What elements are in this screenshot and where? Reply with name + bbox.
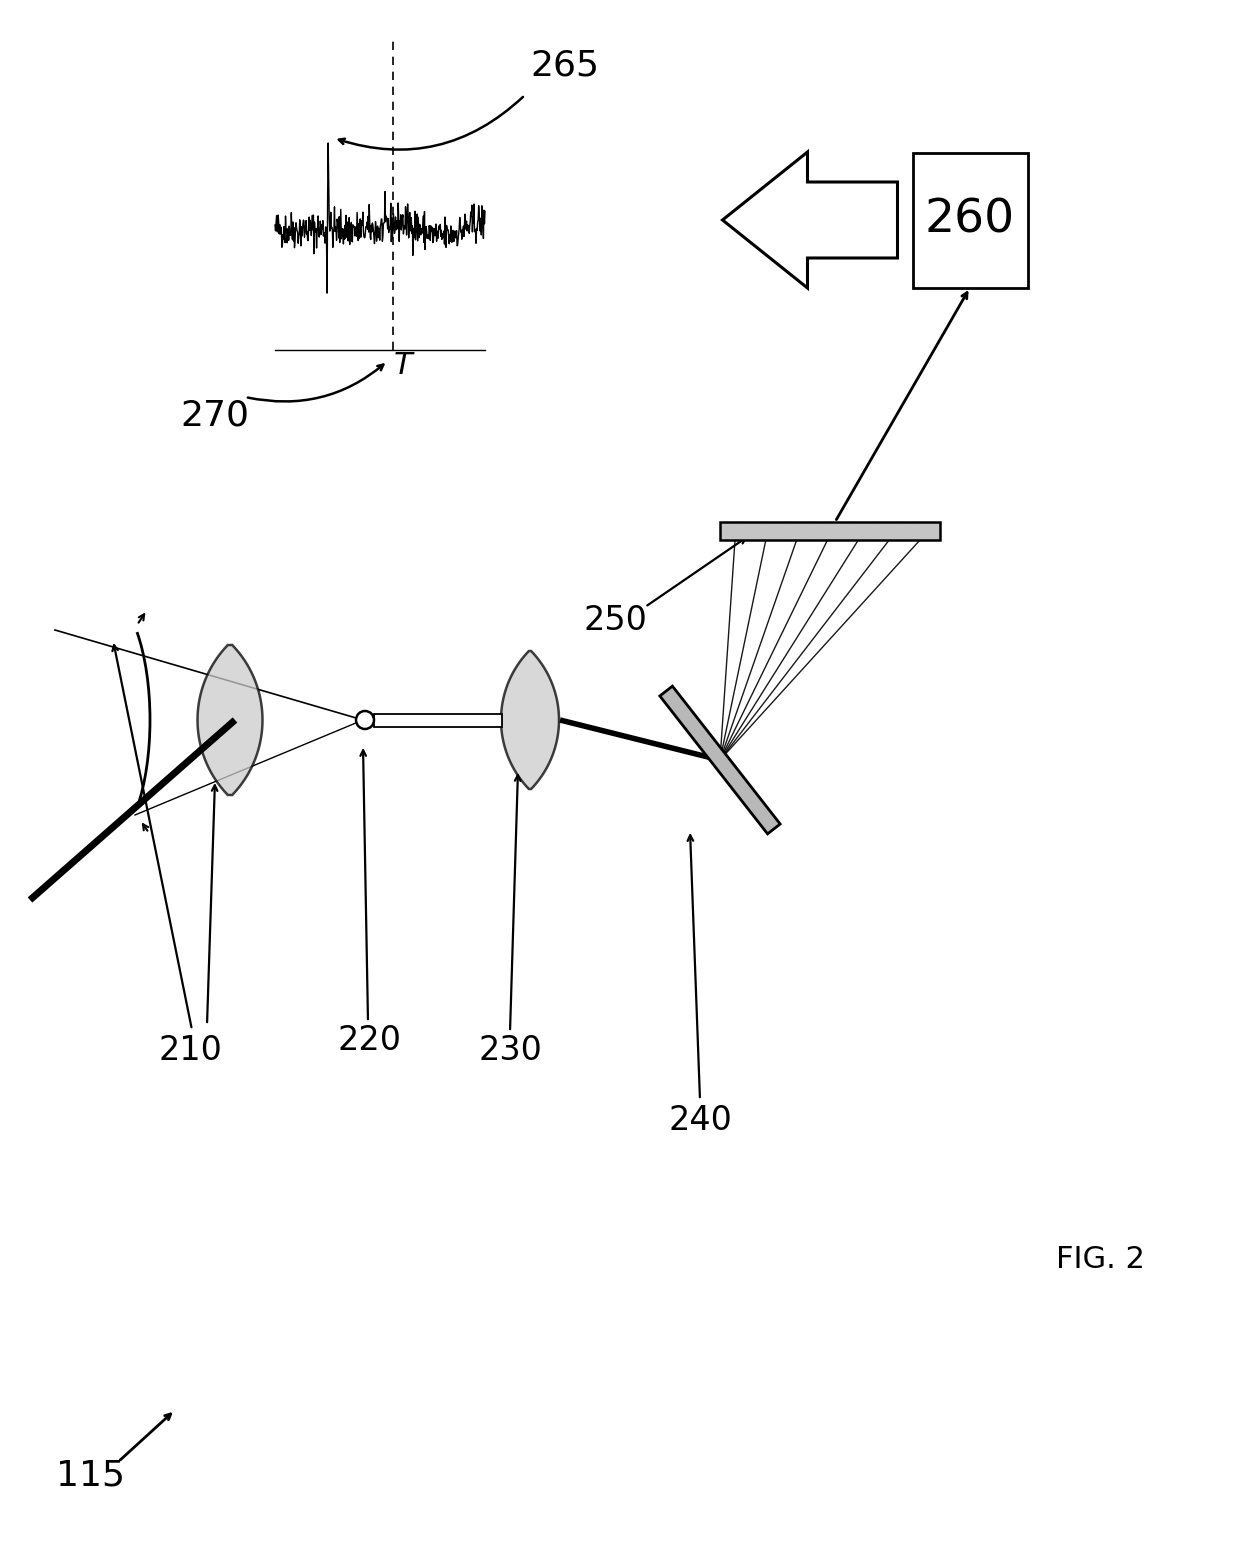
Polygon shape xyxy=(501,651,559,789)
Polygon shape xyxy=(723,153,898,288)
Circle shape xyxy=(356,712,374,729)
Text: 270: 270 xyxy=(180,399,249,431)
Text: 220: 220 xyxy=(339,1023,402,1057)
Bar xyxy=(913,153,1028,288)
Text: 260: 260 xyxy=(925,198,1016,243)
Text: 230: 230 xyxy=(479,1034,542,1067)
Bar xyxy=(374,713,502,727)
Text: T: T xyxy=(393,350,412,380)
Text: 210: 210 xyxy=(157,1034,222,1067)
Text: FIG. 2: FIG. 2 xyxy=(1055,1246,1145,1275)
Text: 265: 265 xyxy=(529,48,599,83)
Polygon shape xyxy=(197,645,263,796)
Text: 115: 115 xyxy=(56,1457,124,1492)
Bar xyxy=(720,522,940,540)
Text: 250: 250 xyxy=(583,604,647,637)
Polygon shape xyxy=(660,687,780,835)
Text: 240: 240 xyxy=(668,1104,732,1137)
